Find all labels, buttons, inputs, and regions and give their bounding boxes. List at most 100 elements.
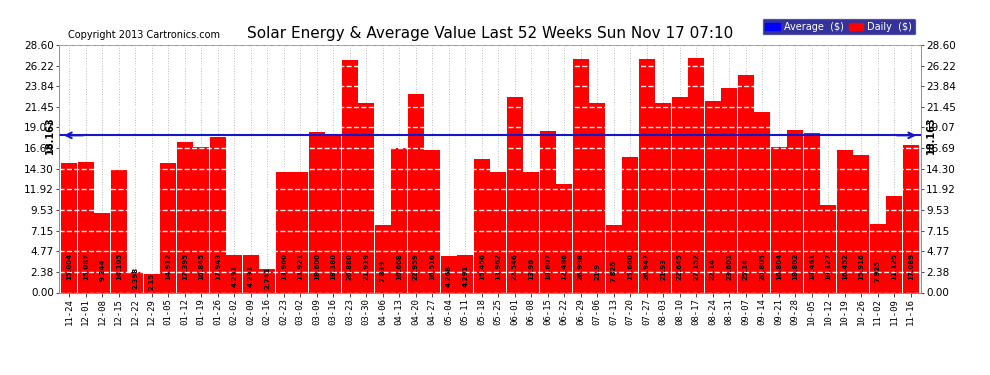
- Bar: [804, 133, 820, 292]
- Bar: [705, 101, 721, 292]
- Text: 9.244: 9.244: [99, 258, 105, 280]
- Text: 18.600: 18.600: [314, 252, 320, 279]
- Bar: [672, 96, 688, 292]
- Text: 26.998: 26.998: [578, 253, 584, 279]
- Text: 16.516: 16.516: [430, 253, 436, 279]
- Text: 21.919: 21.919: [363, 252, 369, 279]
- Bar: [193, 147, 209, 292]
- Text: 12.486: 12.486: [561, 252, 567, 279]
- Text: 14.912: 14.912: [165, 252, 171, 279]
- Bar: [623, 157, 639, 292]
- Text: 18.461: 18.461: [809, 252, 815, 279]
- Text: 25.14: 25.14: [742, 257, 748, 279]
- Bar: [177, 142, 193, 292]
- Text: 2.741: 2.741: [264, 267, 270, 289]
- Bar: [358, 103, 374, 292]
- Text: 22.14: 22.14: [710, 257, 716, 279]
- Text: Copyright 2013 Cartronics.com: Copyright 2013 Cartronics.com: [68, 30, 220, 40]
- Bar: [722, 88, 738, 292]
- Text: 4.268: 4.268: [446, 265, 451, 287]
- Bar: [457, 255, 473, 292]
- Text: 17.943: 17.943: [215, 252, 221, 279]
- Text: 2.15: 2.15: [148, 273, 154, 290]
- Text: 10.127: 10.127: [826, 252, 832, 279]
- Bar: [490, 172, 506, 292]
- Text: 16.804: 16.804: [776, 252, 782, 279]
- Bar: [573, 59, 589, 292]
- Bar: [375, 225, 391, 292]
- Text: 18.163: 18.163: [926, 117, 936, 154]
- Text: 15.916: 15.916: [858, 253, 864, 279]
- Bar: [821, 205, 837, 292]
- Text: 7.826: 7.826: [611, 260, 617, 282]
- Bar: [111, 170, 127, 292]
- Bar: [771, 147, 787, 292]
- Bar: [903, 145, 919, 292]
- Title: Solar Energy & Average Value Last 52 Weeks Sun Nov 17 07:10: Solar Energy & Average Value Last 52 Wee…: [247, 26, 734, 41]
- Text: 4.291: 4.291: [232, 265, 238, 287]
- Bar: [738, 75, 753, 292]
- Bar: [837, 150, 852, 292]
- Bar: [391, 148, 407, 292]
- Bar: [94, 213, 110, 292]
- Text: 22.959: 22.959: [413, 253, 419, 279]
- Text: 16.452: 16.452: [842, 253, 847, 279]
- Text: 26.880: 26.880: [346, 253, 352, 279]
- Bar: [441, 256, 456, 292]
- Text: 15.004: 15.004: [66, 252, 72, 279]
- Text: 4.291: 4.291: [248, 265, 253, 287]
- Bar: [540, 132, 555, 292]
- Bar: [853, 155, 869, 292]
- Text: 18.163: 18.163: [45, 117, 54, 154]
- Bar: [556, 184, 572, 292]
- Bar: [61, 163, 77, 292]
- Text: 15.456: 15.456: [479, 253, 485, 279]
- Bar: [408, 94, 424, 292]
- Bar: [787, 130, 803, 292]
- Bar: [639, 59, 654, 292]
- Bar: [128, 272, 144, 292]
- Bar: [292, 172, 308, 292]
- Text: 16.845: 16.845: [198, 252, 204, 279]
- Text: 13.962: 13.962: [495, 253, 501, 279]
- Bar: [78, 162, 94, 292]
- Bar: [160, 164, 176, 292]
- Text: 22.645: 22.645: [677, 253, 683, 279]
- Bar: [342, 60, 357, 292]
- Text: 18.607: 18.607: [544, 252, 550, 279]
- Bar: [886, 196, 902, 292]
- Bar: [524, 172, 540, 292]
- Bar: [474, 159, 490, 292]
- Text: 18.802: 18.802: [792, 252, 798, 279]
- Bar: [276, 172, 292, 292]
- Text: 21.9: 21.9: [594, 262, 600, 279]
- Bar: [754, 112, 770, 292]
- Text: 13.96: 13.96: [529, 257, 535, 279]
- Bar: [507, 98, 523, 292]
- Text: 4.291: 4.291: [462, 265, 468, 287]
- Text: 7.925: 7.925: [875, 260, 881, 282]
- Bar: [243, 255, 258, 292]
- Text: 26.947: 26.947: [644, 252, 649, 279]
- Text: 15.660: 15.660: [628, 253, 634, 279]
- Text: 16.668: 16.668: [396, 253, 402, 279]
- Text: 15.087: 15.087: [83, 252, 89, 279]
- Bar: [210, 137, 226, 292]
- Legend: Average  ($), Daily  ($): Average ($), Daily ($): [761, 18, 916, 36]
- Bar: [688, 57, 704, 292]
- Text: 14.105: 14.105: [116, 252, 122, 279]
- Text: 17.395: 17.395: [182, 252, 188, 279]
- Bar: [326, 135, 342, 292]
- Text: 7.839: 7.839: [380, 260, 386, 282]
- Text: 18.180: 18.180: [331, 252, 337, 279]
- Text: 21.93: 21.93: [660, 257, 666, 279]
- Bar: [425, 150, 441, 292]
- Bar: [259, 269, 275, 292]
- Bar: [655, 103, 671, 292]
- Text: 11.125: 11.125: [891, 253, 897, 279]
- Text: 20.805: 20.805: [759, 253, 765, 279]
- Bar: [606, 225, 622, 292]
- Text: 23.601: 23.601: [727, 253, 733, 279]
- Text: 17.089: 17.089: [908, 252, 914, 279]
- Text: 13.960: 13.960: [281, 252, 287, 279]
